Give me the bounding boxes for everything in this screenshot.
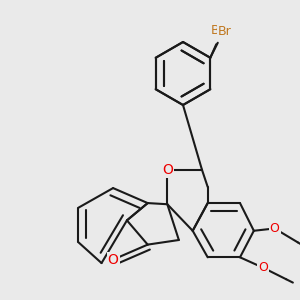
Text: O: O bbox=[162, 163, 173, 177]
Text: Br: Br bbox=[211, 24, 225, 37]
Text: Br: Br bbox=[218, 25, 232, 38]
Text: O: O bbox=[270, 222, 280, 235]
Text: O: O bbox=[108, 253, 118, 267]
Text: O: O bbox=[258, 261, 268, 274]
